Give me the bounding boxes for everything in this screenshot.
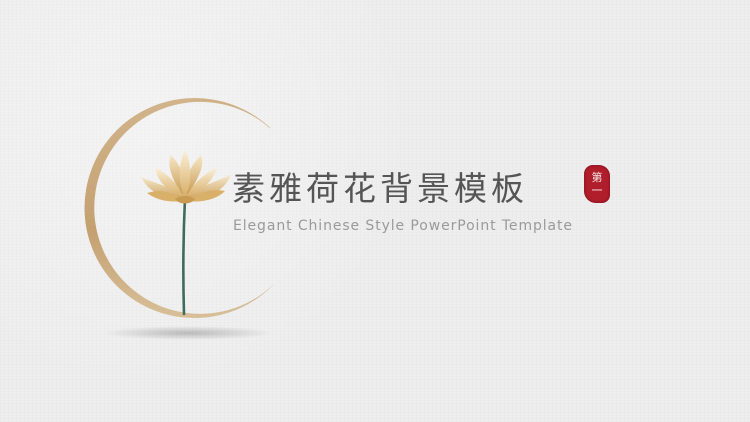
lotus-decoration [84,98,275,340]
seal-char: 一 [591,184,603,197]
seal-char: 第 [591,171,603,184]
ground-shadow [103,326,273,340]
lotus-stem [182,196,187,316]
circle-ring-icon [84,98,275,319]
red-seal-stamp: 第 一 [584,165,610,203]
slide-subtitle: Elegant Chinese Style PowerPoint Templat… [233,218,573,234]
lotus-flower-icon [141,149,231,204]
slide-title: 素雅荷花背景模板 [232,169,528,208]
